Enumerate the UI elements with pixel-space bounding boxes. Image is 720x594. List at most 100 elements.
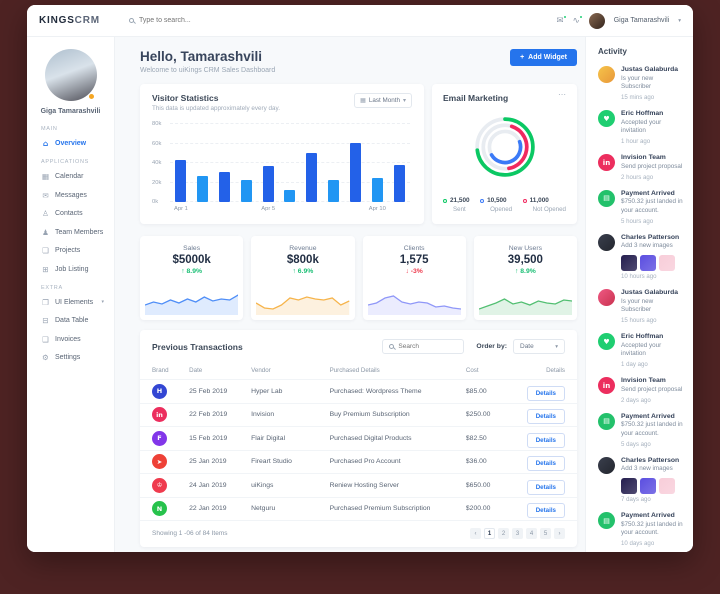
card-icon: ▤ [598,512,615,529]
page-number-button[interactable]: 4 [526,528,537,539]
transaction-date: 24 Jan 2019 [189,481,227,489]
bar [349,142,361,202]
user-name: Giga Tamarashvili [613,17,670,24]
table-row: ♔ 24 Jan 2019 uiKings Reniew Hosting Server… [140,473,577,497]
bar-slot [170,124,192,202]
activity-text: Send project proposal [621,385,683,393]
invoice-icon: ❑ [42,334,49,344]
details-button[interactable]: Details [526,432,565,448]
table-row: F 15 Feb 2019 Flair Digital Purchased Digit… [140,426,577,450]
page-number-button[interactable]: 3 [512,528,523,539]
sidebar-item-data-table[interactable]: ⊟ Data Table [41,316,114,325]
transactions-search-input[interactable] [398,343,459,350]
image-thumbnail[interactable] [640,477,656,494]
bar [371,177,383,202]
legend-dot-icon [480,198,485,203]
activity-time: 5 days ago [621,440,651,448]
transaction-details-text: Buy Premium Subscription [329,411,410,419]
page-number-button[interactable]: 2 [498,528,509,539]
image-thumbnail[interactable] [621,254,637,271]
brand-logo-icon: F [152,430,167,446]
main-content: Hello, Tamarashvili Welcome to uiKings C… [115,37,585,552]
activity-text: Add 3 new images [621,465,673,472]
details-button[interactable]: Details [526,409,565,425]
more-options-icon[interactable]: ⋯ [558,90,566,99]
activity-item: ▤ Payment Arrived $750.32 just landed in y… [598,189,685,225]
page-number-button[interactable]: 5 [540,528,551,539]
email-marketing-card: Email Marketing ⋯ 21,500 Sent 10,500 Opened… [432,84,577,224]
search-input[interactable] [139,17,259,24]
stat-delta: ↑ 6.9% [292,268,314,275]
details-button[interactable]: Details [526,456,565,472]
activity-text: Add 3 new images [621,242,673,249]
bars [170,124,410,202]
gridline [170,142,410,144]
user-photo [598,456,615,474]
stat-value: 39,500 [507,254,543,266]
activity-time: 10 days ago [621,540,655,547]
sparkline [478,298,572,315]
sidebar-item-invoices[interactable]: ❑ Invoices [41,335,114,344]
details-button[interactable]: Details [526,385,565,401]
transactions-table: Brand Date Vendor Purchased Details Cost Deta… [140,362,577,520]
page-next-button[interactable]: › [554,528,565,539]
mail-icon[interactable]: ✉ [556,14,567,26]
stat-value: 1,575 [399,254,429,266]
sidebar: Giga Tamarashvili MAIN ⌂ Overview APPLICATI… [27,37,115,552]
column-header: Purchased Details [329,367,380,374]
nav-section-label: EXTRA [41,284,63,291]
grid-icon: ⊞ [42,264,49,274]
invision-logo-icon: in [598,154,615,171]
transaction-details-text: Purchased: Wordpress Theme [329,387,422,395]
column-header: Cost [465,367,479,374]
activity-name: Invision Team [621,377,666,384]
activity-name: Payment Arrived [621,512,675,519]
details-button[interactable]: Details [526,479,565,495]
sidebar-item-job-listing[interactable]: ⊞ Job Listing [41,265,114,274]
transaction-vendor: Flair Digital [251,434,286,442]
activity-item: in Invision Team Send project proposal 2 ho… [598,154,685,181]
page-number-button[interactable]: 1 [484,528,495,539]
period-select[interactable]: ▦ Last Month ▾ [354,93,412,108]
chevron-down-icon: ▾ [101,299,104,305]
order-by-select[interactable]: Date ▾ [513,339,565,354]
transaction-cost: $82.50 [465,434,487,442]
sidebar-item-label: Job Listing [55,265,89,273]
image-thumbnail[interactable] [621,477,637,494]
sidebar-item-messages[interactable]: ✉ Messages [41,191,114,200]
details-button[interactable]: Details [526,503,565,519]
table-row: ➤ 25 Jan 2019 Fireart Studio Purchased Pro … [140,449,577,474]
legend-item: 11,000 Not Opened [522,197,566,213]
sidebar-item-contacts[interactable]: ♙ Contacts [41,209,114,218]
stat-delta: ↑ 8.9% [514,268,536,275]
user-avatar[interactable] [588,12,605,29]
sparkline [256,296,350,315]
showing-items-text: Showing 1 -06 of 84 Items [152,530,228,537]
chevron-down-icon[interactable]: ▾ [678,17,681,24]
stat-label: New Users [508,245,542,252]
legend-dot-icon [522,198,527,203]
sidebar-item-settings[interactable]: ⚙ Settings [41,353,114,362]
image-thumbnail[interactable] [659,254,675,271]
activity-title: Activity [598,47,627,56]
stat-label: Sales [183,245,201,252]
sidebar-item-team-members[interactable]: ♟ Team Members [41,228,114,237]
legend-value: 11,000 [529,197,549,204]
column-header: Date [189,367,203,374]
activity-images [621,254,679,271]
page-prev-button[interactable]: ‹ [470,528,481,539]
profile-avatar[interactable] [44,49,97,101]
sidebar-item-label: Settings [55,354,81,361]
activity-pulse-icon[interactable]: ∿ [573,14,583,26]
stat-label: Clients [403,245,425,252]
sidebar-item-overview[interactable]: ⌂ Overview [41,139,114,148]
activity-text: Is your new Subscriber [621,74,654,91]
sidebar-item-label: Data Table [55,317,89,324]
image-thumbnail[interactable] [640,254,656,271]
visitor-statistics-card: Visitor Statistics This data is updated … [140,84,424,224]
sidebar-item-ui-elements[interactable]: ❐ UI Elements ▾ [41,298,114,307]
image-thumbnail[interactable] [659,477,675,494]
add-widget-button[interactable]: + Add Widget [510,49,577,66]
sidebar-item-projects[interactable]: ❏ Projects [41,246,114,255]
sidebar-item-calendar[interactable]: ▦ Calendar [41,172,114,181]
